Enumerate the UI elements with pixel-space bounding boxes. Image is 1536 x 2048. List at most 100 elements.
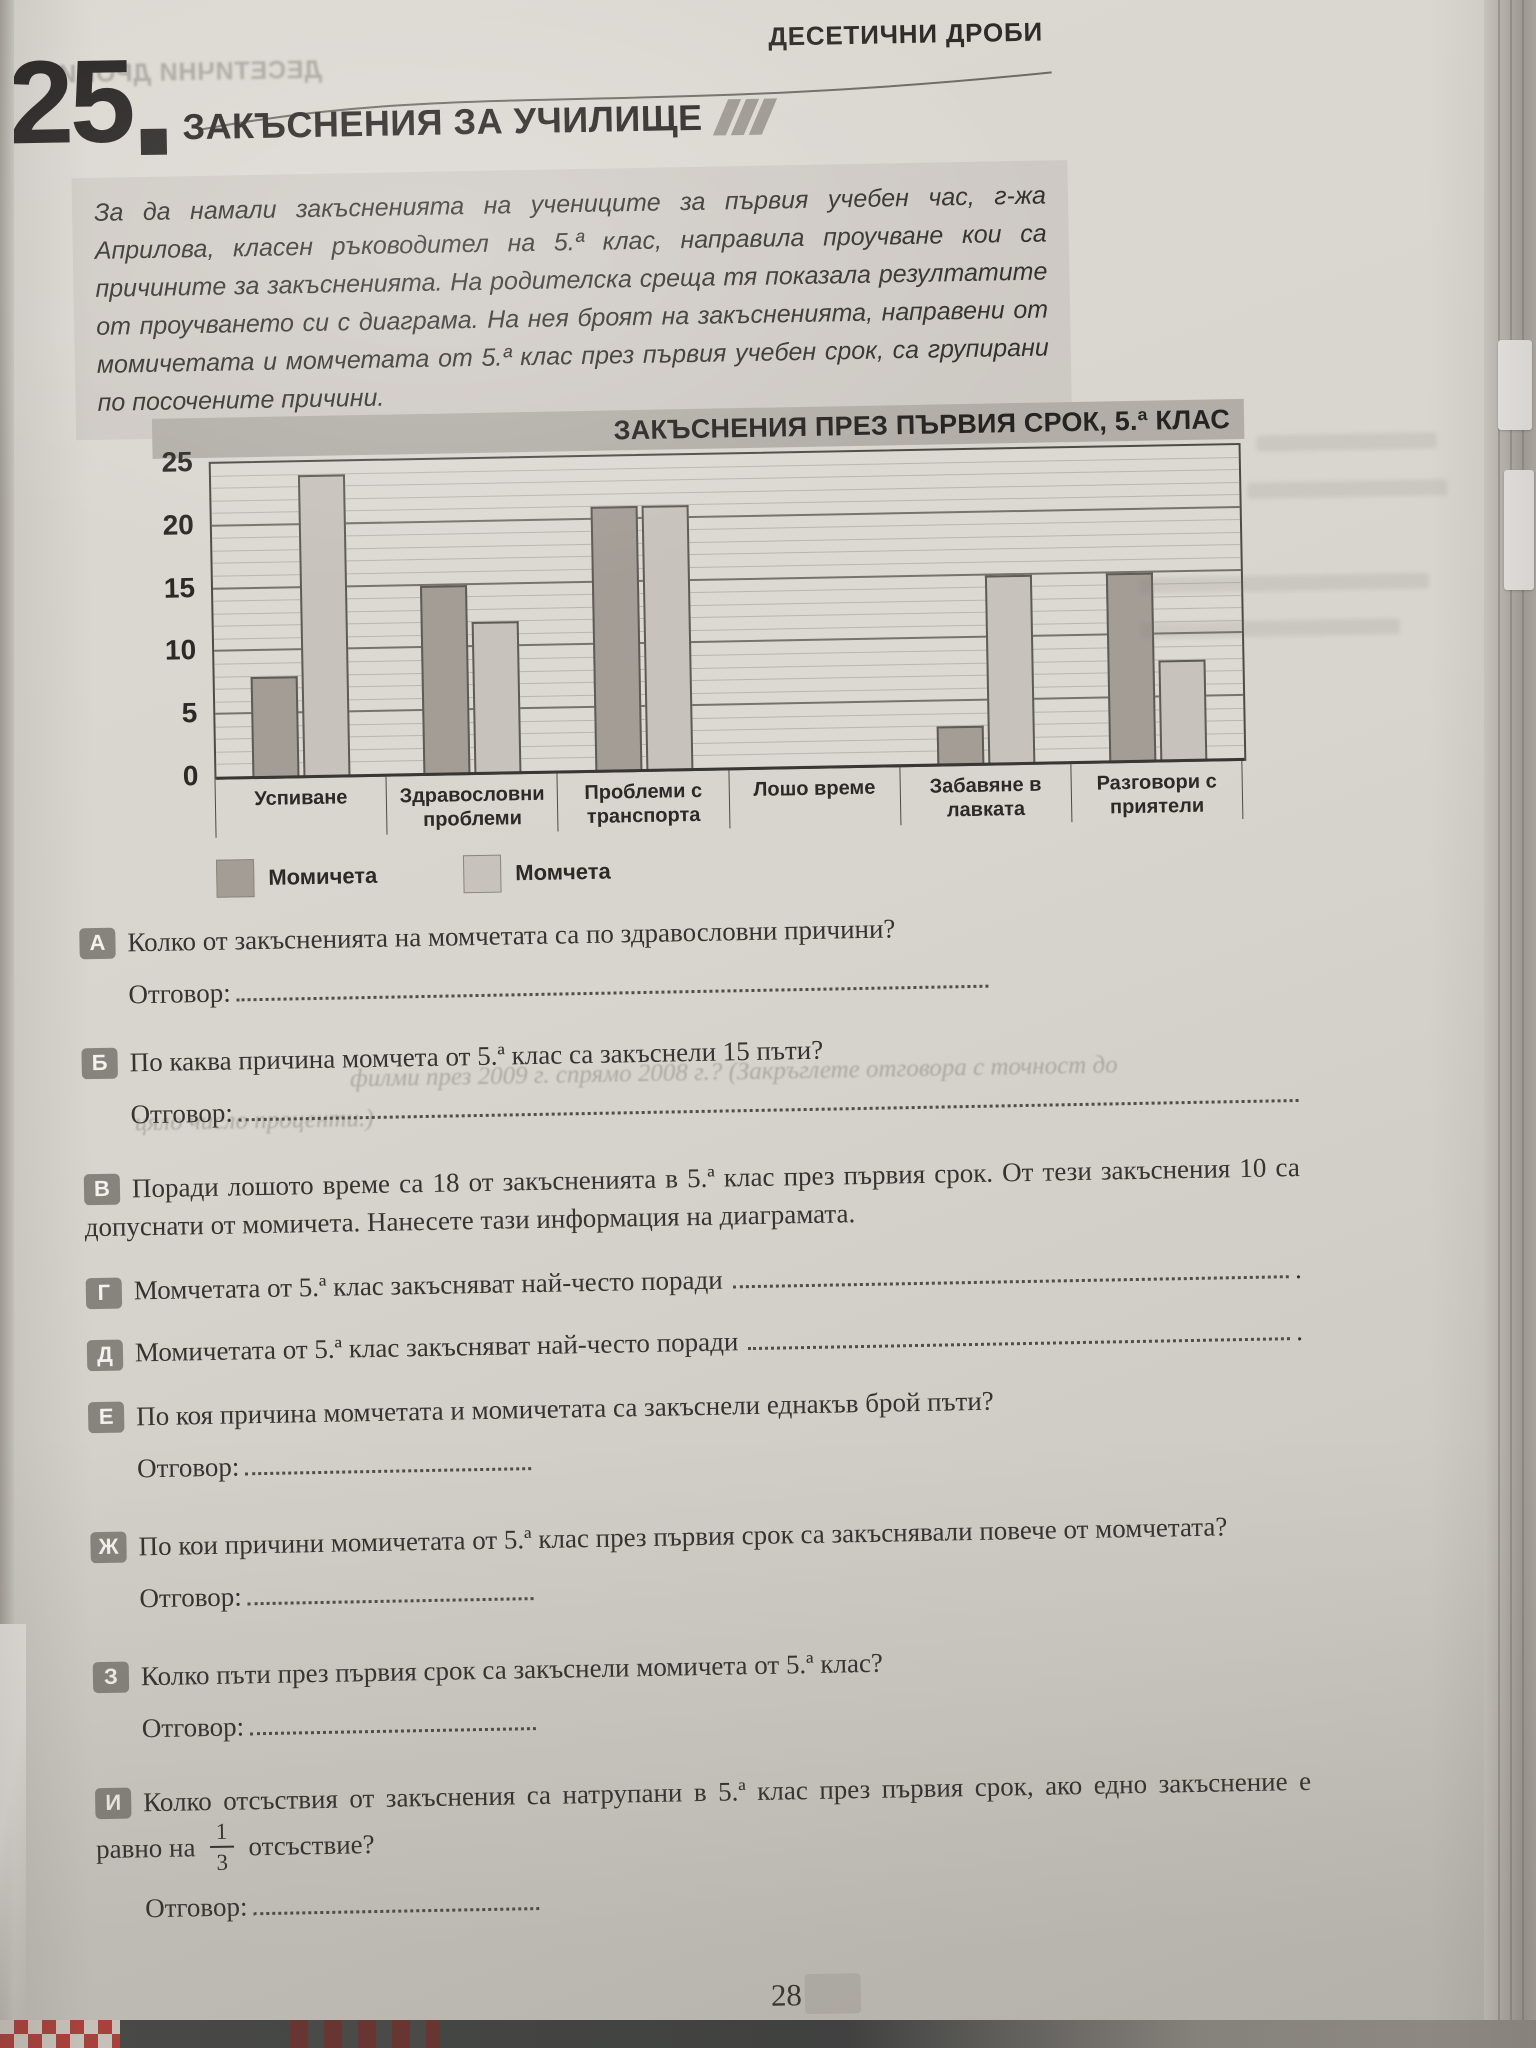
y-tick-label: 10 [164,634,197,667]
question-text: Ж По кои причини момичетата от 5.ª клас п… [90,1506,1306,1566]
y-tick-label: 20 [162,508,195,541]
x-category-label: Лошо време [728,767,902,829]
legend-item: Момичета [215,857,378,898]
question-letter-badge: И [94,1787,132,1819]
y-tick-label: 25 [161,446,193,478]
answer-row: Отговор: [142,1688,1311,1747]
question-text: И Колко отсъствия от закъснения са натруп… [94,1765,1312,1875]
checkered-cloth-corner [0,2020,120,2048]
question-block-Б: Б По каква причина момчета от 5.ª клас са… [81,1022,1299,1134]
bar-Момчета-1 [297,473,351,777]
answer-row: Отговор: [139,1558,1308,1617]
chart-legend: Момичета Момчета [215,853,611,898]
question-letter-badge: Б [81,1047,118,1079]
answer-label: Отговор: [141,1711,245,1744]
paper-edge-fragment [1498,340,1532,430]
bar-Момчета-5 [985,574,1036,764]
question-text: Б По каква причина момчета от 5.ª клас са… [81,1022,1297,1082]
y-axis: 0 5 10 15 20 25 [153,446,209,791]
answer-label: Отговор: [136,1451,240,1484]
fill-in-dotted-line[interactable] [732,1275,1290,1289]
question-block-З: З Колко пъти през първия срок са закъснел… [92,1636,1311,1748]
x-category-label: Разговори с приятели [1071,760,1244,823]
question-block-Г: Г Момчетата от 5.ª клас закъсняват най-че… [85,1250,1302,1310]
bar-Момичета-1 [250,675,300,778]
sentence-period: . [1294,1253,1302,1285]
bar-Момичета-2 [420,584,471,774]
answer-dotted-line[interactable] [250,1727,537,1736]
bar-chart: ЗАКЪСНЕНИЯ ПРЕЗ ПЪРВИЯ СРОК, 5.ª КЛАС 0 5… [151,398,1253,923]
lesson-number: 25 [6,35,133,170]
question-block-Е: Е По коя причина момчетата и момичетата с… [87,1376,1306,1488]
question-letter-badge: З [92,1661,130,1693]
left-page-edge [0,0,14,2048]
answer-label: Отговор: [128,977,231,1010]
lesson-number-square-bullet [140,128,168,156]
paper-edge-fragment [1504,470,1534,590]
x-category-label: Забавяне в лавката [900,764,1073,826]
answer-dotted-line[interactable] [245,1467,532,1476]
bar-Момчета-3 [641,505,694,770]
chart-category-column [1067,445,1244,762]
bar-Момчета-6 [1158,659,1207,761]
page-number: 28 [770,1977,803,2013]
question-letter-badge: Ж [90,1531,127,1563]
question-letter-badge: А [79,927,116,959]
answer-label: Отговор: [130,1097,234,1130]
legend-swatch [462,854,502,894]
chart-category-column [896,448,1073,765]
print-through-smudge [1139,618,1401,639]
answer-row: Отговор: [137,1428,1306,1487]
answer-dotted-line[interactable] [236,984,989,1002]
question-letter-badge: В [83,1173,121,1205]
question-block-Ж: Ж По кои причини момичетата от 5.ª клас п… [90,1506,1307,1618]
answer-dotted-line[interactable] [253,1907,540,1916]
sentence-period: . [1295,1315,1304,1347]
legend-swatch [215,859,255,898]
underlying-page-sliver [0,1624,26,2024]
triple-slash-icon [712,95,778,138]
question-letter-badge: Г [85,1277,123,1309]
print-through-smudge [1247,479,1448,499]
question-text: Момчетата от 5.ª клас закъсняват най-чес… [133,1264,723,1306]
chart-title: ЗАКЪСНЕНИЯ ПРЕЗ ПЪРВИЯ СРОК, 5.ª КЛАС [613,403,1231,445]
question-text: В Поради лошото време са 18 от закъснения… [83,1151,1301,1243]
question-letter-badge: Е [87,1401,125,1433]
question-text: Е По коя причина момчетата и момичетата с… [87,1376,1304,1436]
chart-category-column [725,451,902,768]
question-letter-badge: Д [86,1339,124,1371]
question-block-В: В Поради лошото време са 18 от закъснения… [83,1148,1301,1246]
x-category-label: Проблеми с транспорта [557,770,730,832]
bar-Момичета-5 [936,726,985,765]
answer-dotted-line[interactable] [247,1597,534,1606]
chart-columns [211,445,1245,778]
bar-Момичета-6 [1105,572,1156,762]
question-block-Д: Д Момичетата от 5.ª клас закъсняват най-ч… [86,1312,1304,1372]
bar-Момичета-3 [590,506,643,771]
y-tick-label: 5 [181,697,198,729]
answer-dotted-line[interactable] [238,1098,1299,1122]
question-text: Момичетата от 5.ª клас закъсняват най-че… [134,1326,739,1368]
y-tick-label: 15 [163,571,196,604]
legend-label: Момчета [515,858,611,886]
answer-row: Отговор: [128,954,1297,1013]
x-category-label: Здравословни проблеми [386,773,559,835]
fill-in-dotted-line[interactable] [748,1337,1291,1351]
chart-category-column [211,461,388,778]
intro-paragraph: За да намали закъсненията на учениците з… [71,160,1073,441]
tablecloth-strip [0,2020,1536,2048]
chart-category-column [382,458,559,775]
cloth-red-patch [290,2020,440,2048]
page-stack-edge [1484,0,1536,2048]
print-through-smudge [1256,432,1437,452]
y-tick-label: 0 [182,760,199,792]
bar-Момчета-2 [471,621,522,774]
answer-row: Отговор: [145,1868,1314,1927]
legend-item: Момчета [462,853,611,894]
answer-row: Отговор: [130,1074,1299,1133]
legend-label: Момичета [268,862,378,890]
answer-label: Отговор: [144,1891,248,1924]
